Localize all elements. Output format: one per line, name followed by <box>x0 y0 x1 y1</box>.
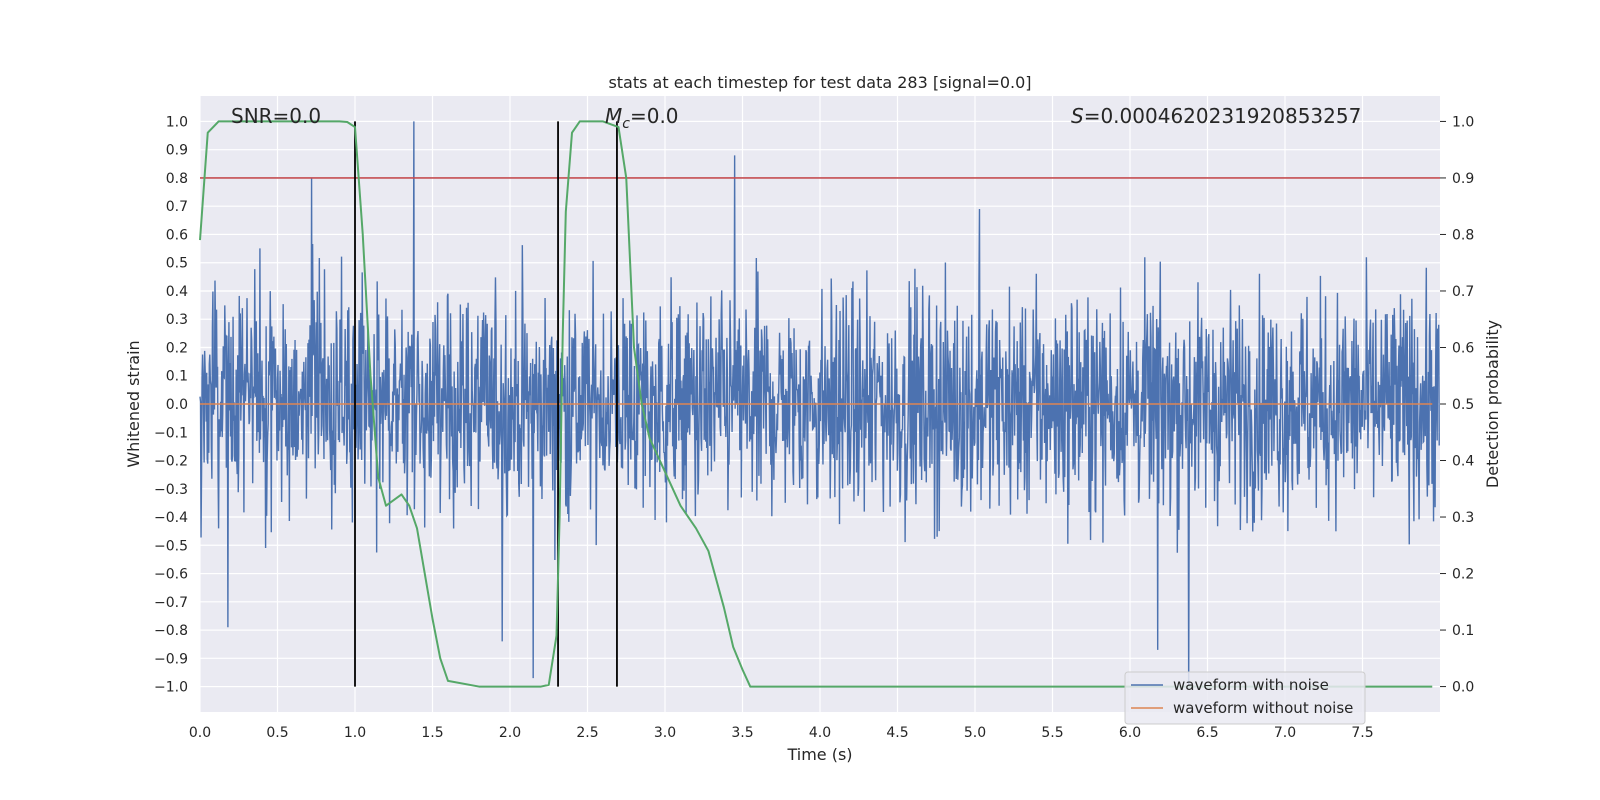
x-axis-ticks: 0.0 0.5 1.0 1.5 2.0 2.5 3.0 3.5 4.0 4.5 5.0 5.5 6.0 6… <box>189 725 1374 741</box>
y2-tick-label: 1.0 <box>1452 114 1474 130</box>
y2-tick-label: 0.7 <box>1452 284 1474 300</box>
x-tick-label: 2.0 <box>499 725 521 741</box>
y-tick-label: −0.1 <box>154 425 188 441</box>
y-tick-label: 0.9 <box>166 143 188 159</box>
y2-tick-label: 0.9 <box>1452 171 1474 187</box>
y-tick-label: −0.2 <box>154 454 188 470</box>
chart-title: stats at each timestep for test data 283… <box>608 73 1031 92</box>
y2-tick-label: 0.0 <box>1452 680 1474 696</box>
y2-tick-label: 0.2 <box>1452 567 1474 583</box>
x-tick-label: 0.5 <box>266 725 288 741</box>
chirp-mass-symbol: M <box>605 104 622 128</box>
y2-tick-label: 0.3 <box>1452 510 1474 526</box>
x-axis-label: Time (s) <box>786 745 852 764</box>
y-tick-label: −0.4 <box>154 510 188 526</box>
y-tick-label: 1.0 <box>166 114 188 130</box>
x-tick-label: 5.5 <box>1041 725 1063 741</box>
legend: waveform with noise waveform without noi… <box>1124 671 1366 725</box>
x-tick-label: 4.0 <box>809 725 831 741</box>
y-tick-label: −0.5 <box>154 538 188 554</box>
y2-tick-label: 0.5 <box>1452 397 1474 413</box>
y2-tick-label: 0.4 <box>1452 454 1474 470</box>
chirp-mass-value: =0.0 <box>630 104 679 128</box>
y-tick-label: 0.7 <box>166 199 188 215</box>
y-tick-label: −0.7 <box>154 595 188 611</box>
y-tick-label: −0.8 <box>154 623 188 639</box>
x-tick-label: 7.0 <box>1274 725 1296 741</box>
y-tick-label: −0.9 <box>154 651 188 667</box>
x-tick-label: 0.0 <box>189 725 211 741</box>
y-tick-label: 0.8 <box>166 171 188 187</box>
y-tick-label: 0.2 <box>166 340 188 356</box>
x-tick-label: 7.5 <box>1351 725 1373 741</box>
y-tick-label: 0.5 <box>166 256 188 272</box>
detection-probability-line <box>199 120 1433 688</box>
y-tick-label: 0.4 <box>166 284 188 300</box>
chirp-mass-subscript: c <box>622 116 630 132</box>
chirp-mass-annotation: Mc=0.0 <box>605 104 679 132</box>
x-tick-label: 6.5 <box>1196 725 1218 741</box>
x-tick-label: 1.5 <box>421 725 443 741</box>
x-tick-label: 3.5 <box>731 725 753 741</box>
y2-tick-label: 0.1 <box>1452 623 1474 639</box>
s-statistic-annotation: S=0.0004620231920853257 <box>1071 104 1361 128</box>
x-tick-label: 3.0 <box>654 725 676 741</box>
y-axis-label: Whitened strain <box>124 340 143 467</box>
x-tick-label: 4.5 <box>886 725 908 741</box>
y-axis-ticks: −1.0 −0.9 −0.8 −0.7 −0.6 −0.5 −0.4 −0.3 −0.2 −0.1… <box>154 114 188 695</box>
y-tick-label: 0.0 <box>166 397 188 413</box>
y-tick-label: −0.3 <box>154 482 188 498</box>
x-tick-label: 5.0 <box>964 725 986 741</box>
y-tick-label: 0.6 <box>166 227 188 243</box>
x-tick-label: 2.5 <box>576 725 598 741</box>
y-tick-label: −0.6 <box>154 567 188 583</box>
x-tick-label: 6.0 <box>1119 725 1141 741</box>
legend-label-without-noise: waveform without noise <box>1173 699 1353 717</box>
waveform-with-noise-series <box>199 121 1440 687</box>
x-tick-label: 1.0 <box>344 725 366 741</box>
y2-axis-ticks: 0.0 0.1 0.2 0.3 0.4 0.5 0.6 0.7 0.8 0.9 1.0 <box>1440 114 1474 696</box>
y-tick-label: 0.3 <box>166 312 188 328</box>
legend-box <box>1124 671 1366 725</box>
y2-tick-label: 0.6 <box>1452 340 1474 356</box>
y2-tick-label: 0.8 <box>1452 227 1474 243</box>
s-statistic-value: =0.0004620231920853257 <box>1084 104 1362 128</box>
y-tick-label: −1.0 <box>154 680 188 696</box>
legend-label-with-noise: waveform with noise <box>1173 676 1329 694</box>
s-statistic-symbol: S <box>1071 104 1084 128</box>
snr-annotation: SNR=0.0 <box>231 104 321 128</box>
waveform-with-noise-line <box>199 121 1440 687</box>
detection-probability-series <box>199 120 1433 688</box>
y2-axis-label: Detection probability <box>1483 320 1502 488</box>
y-tick-label: 0.1 <box>166 369 188 385</box>
